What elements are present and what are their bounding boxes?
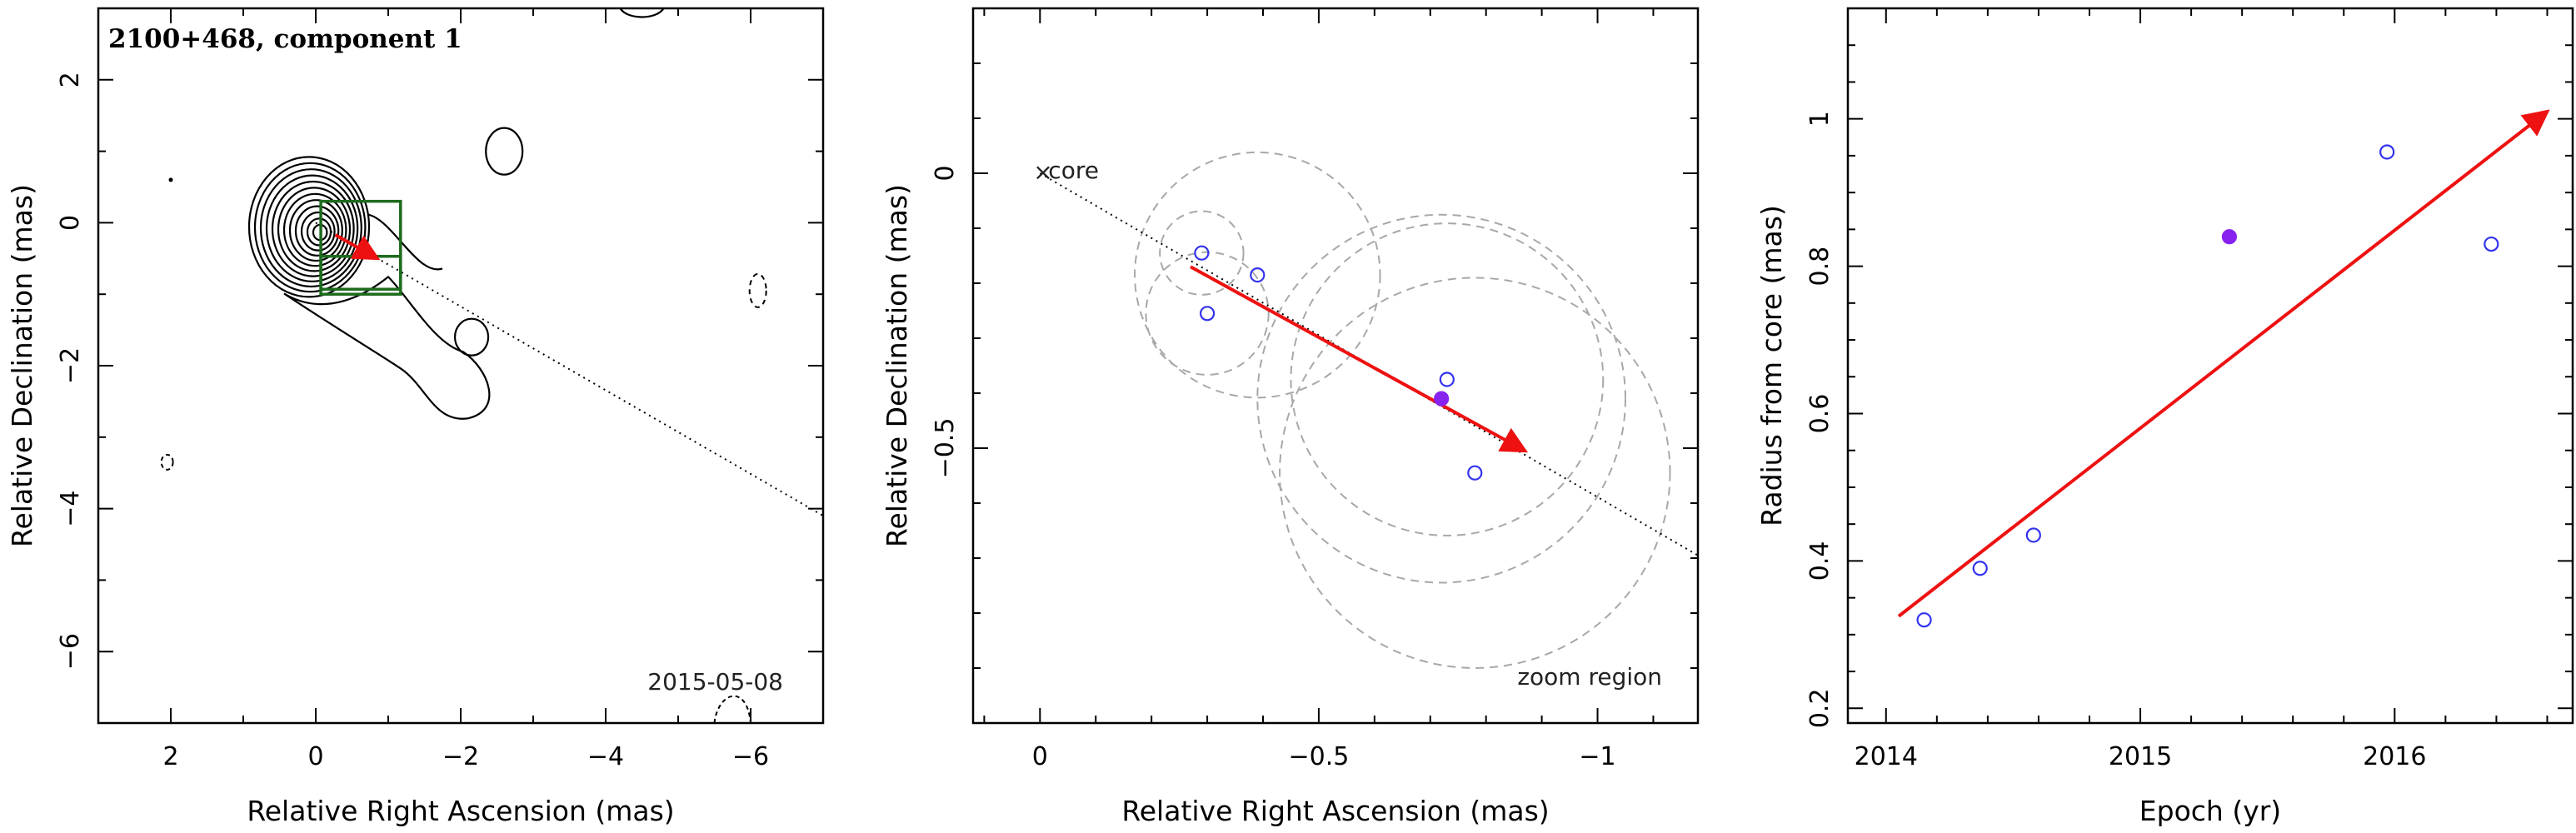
panel-2-frame bbox=[971, 7, 1700, 725]
p1-y-tick-label: −4 bbox=[56, 490, 85, 526]
p3-y-tick-label: 0.2 bbox=[1805, 688, 1835, 728]
edge-contour bbox=[619, 7, 665, 18]
component-marker-filled bbox=[1434, 391, 1450, 407]
p1-x-tick-label: 0 bbox=[307, 742, 323, 771]
p1-x-tick-label: −2 bbox=[442, 742, 479, 771]
component-size-circle bbox=[1256, 213, 1626, 584]
negative-contour bbox=[713, 695, 751, 724]
jet-contour bbox=[367, 213, 443, 271]
zoom-region-label: zoom region bbox=[1517, 663, 1662, 691]
observation-date: 2015-05-08 bbox=[647, 668, 783, 696]
panel-1-x-axis-label: Relative Right Ascension (mas) bbox=[247, 795, 674, 827]
p3-x-tick-label: 2014 bbox=[1855, 742, 1918, 771]
fit-arrow bbox=[1897, 109, 2550, 618]
position-angle-line bbox=[315, 222, 824, 517]
core-contour bbox=[277, 187, 352, 272]
p1-y-tick-label: 2 bbox=[56, 72, 85, 87]
p2-y-tick-label: −0.5 bbox=[931, 418, 960, 479]
core-cross-icon: × bbox=[1033, 158, 1052, 186]
p3-y-tick-label: 0.6 bbox=[1805, 394, 1835, 434]
panel-1-y-axis-label: Relative Declination (mas) bbox=[6, 184, 38, 547]
motion-arrow bbox=[1190, 265, 1529, 453]
core-contour bbox=[253, 162, 367, 293]
component-marker bbox=[1467, 465, 1483, 481]
component-marker bbox=[1194, 245, 1210, 261]
panel-2-x-axis-label: Relative Right Ascension (mas) bbox=[1121, 795, 1549, 827]
p2-y-tick-label: 0 bbox=[931, 165, 960, 181]
epoch-marker bbox=[2484, 236, 2499, 252]
isolated-contour bbox=[485, 127, 524, 176]
p3-y-tick-label: 1 bbox=[1805, 111, 1835, 127]
p3-y-tick-label: 0.4 bbox=[1805, 541, 1835, 581]
p2-x-tick-label: 0 bbox=[1032, 742, 1048, 771]
component-marker bbox=[1199, 306, 1216, 322]
p1-y-tick-label: 0 bbox=[56, 215, 85, 231]
panel-2-y-axis-label: Relative Declination (mas) bbox=[881, 184, 913, 547]
p1-x-tick-label: −6 bbox=[732, 742, 769, 771]
p2-x-tick-label: −0.5 bbox=[1288, 742, 1349, 771]
core-contour bbox=[247, 156, 371, 298]
source-contours bbox=[160, 7, 824, 724]
core-contour bbox=[282, 192, 347, 267]
core-label: core bbox=[1048, 157, 1099, 184]
core-contour bbox=[288, 199, 343, 262]
epoch-marker bbox=[1916, 612, 1932, 628]
zoom-box bbox=[319, 199, 402, 291]
component-size-circle bbox=[1290, 222, 1605, 536]
p3-x-tick-label: 2016 bbox=[2363, 742, 2426, 771]
component-size-circle bbox=[1145, 251, 1270, 376]
p1-y-tick-label: −6 bbox=[56, 633, 85, 670]
core-contour bbox=[300, 211, 336, 252]
jet-contour bbox=[283, 275, 491, 420]
negative-contour bbox=[160, 453, 174, 471]
epoch-marker-filled bbox=[2221, 229, 2237, 245]
motion-arrow bbox=[334, 233, 381, 261]
p2-x-tick-label: −1 bbox=[1579, 742, 1615, 771]
component-marker bbox=[1439, 372, 1455, 387]
core-contour bbox=[265, 174, 359, 282]
p3-x-tick-label: 2015 bbox=[2109, 742, 2172, 771]
component-size-circle bbox=[1279, 277, 1671, 669]
panel-radius-vs-epoch: 2014 2015 2016 0.2 0.4 0.6 0.8 1 Epoch (yr) Rad… bbox=[1755, 7, 2574, 827]
panel-3-y-axis-label: Radius from core (mas) bbox=[1755, 205, 1788, 526]
panel-zoom-region: ×core zoom region 0 −0.5 −1 0 −0.5 Relative R… bbox=[881, 7, 1700, 827]
core-contour bbox=[294, 205, 340, 257]
epoch-marker bbox=[2025, 527, 2041, 543]
panel-3-x-axis-label: Epoch (yr) bbox=[2139, 795, 2281, 827]
p1-y-tick-label: −2 bbox=[56, 347, 85, 384]
component-size-circle bbox=[1134, 151, 1381, 399]
component-size-circle bbox=[1159, 210, 1245, 296]
p1-x-tick-label: 2 bbox=[162, 742, 178, 771]
p1-x-tick-label: −4 bbox=[587, 742, 624, 771]
panel-3-frame bbox=[1846, 7, 2574, 725]
epoch-marker bbox=[1972, 561, 1988, 576]
core-contour bbox=[271, 180, 355, 277]
p3-y-tick-label: 0.8 bbox=[1805, 247, 1835, 287]
panel-1-title: 2100+468, component 1 bbox=[108, 24, 462, 54]
panel-contour-map: 2 0 −2 −4 −6 2 0 −2 −4 −6 2100+468, component 1 2… bbox=[6, 7, 825, 827]
knot-contour bbox=[453, 317, 490, 357]
epoch-marker bbox=[2379, 144, 2395, 160]
core-contour bbox=[259, 168, 362, 288]
noise-dot bbox=[168, 177, 173, 182]
negative-contour bbox=[748, 272, 767, 308]
panel-1-frame bbox=[97, 7, 825, 725]
component-marker bbox=[1250, 267, 1266, 283]
